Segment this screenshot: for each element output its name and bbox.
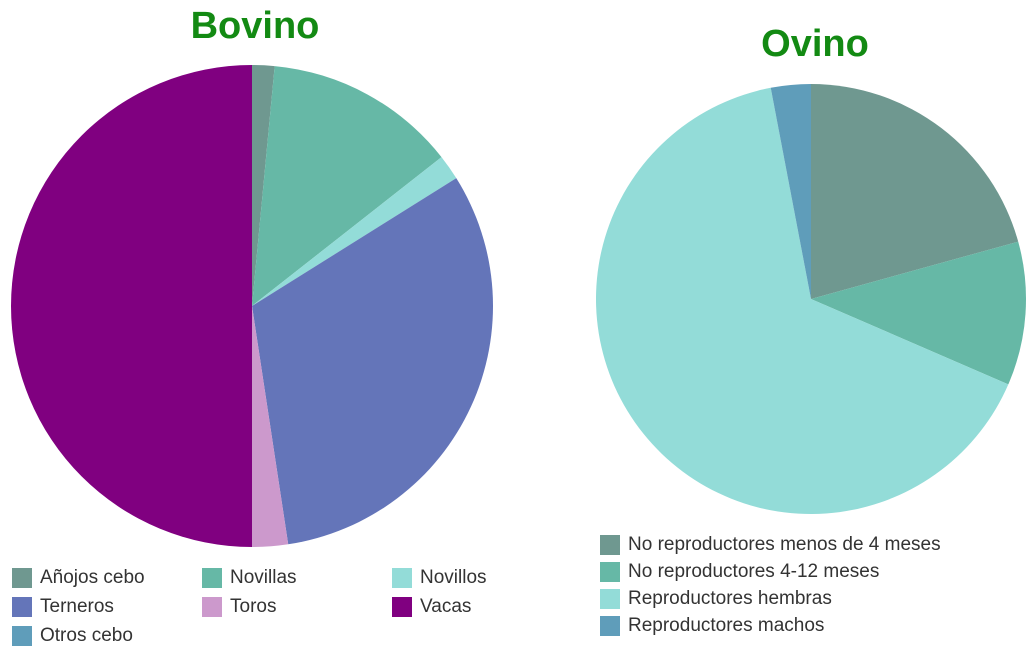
legend-label: Vacas xyxy=(420,596,471,617)
legend-label: Toros xyxy=(230,596,276,617)
pie-slice xyxy=(252,306,289,547)
pie-slice xyxy=(252,157,457,306)
legend-swatch xyxy=(600,589,620,609)
pie-slice xyxy=(11,65,252,547)
chart-title: Ovino xyxy=(761,23,869,65)
legend-label: No reproductores menos de 4 meses xyxy=(628,534,941,555)
legend-label: Reproductores machos xyxy=(628,615,824,636)
legend-label: Otros cebo xyxy=(40,625,133,646)
legend-label: Novillas xyxy=(230,567,297,588)
pie-slice xyxy=(252,66,442,306)
legend-swatch xyxy=(392,597,412,617)
pie-slice xyxy=(252,178,493,545)
legend-swatch xyxy=(202,597,222,617)
legend-label: Añojos cebo xyxy=(40,567,145,588)
legend-swatch xyxy=(600,535,620,555)
legend-swatch xyxy=(12,568,32,588)
pie-slice xyxy=(770,84,811,299)
pie-slice xyxy=(811,241,1026,385)
legend-label: No reproductores 4-12 meses xyxy=(628,561,879,582)
legend-swatch xyxy=(600,562,620,582)
pie-slice xyxy=(252,65,275,306)
pie-slice xyxy=(811,84,1019,299)
legend-swatch xyxy=(600,616,620,636)
legend-swatch xyxy=(12,597,32,617)
legend-label: Novillos xyxy=(420,567,487,588)
legend-label: Reproductores hembras xyxy=(628,588,832,609)
legend-swatch xyxy=(202,568,222,588)
legend-label: Terneros xyxy=(40,596,114,617)
legend-swatch xyxy=(392,568,412,588)
pie-slice xyxy=(596,87,1009,515)
legend-swatch xyxy=(12,626,32,646)
chart-title: Bovino xyxy=(191,5,320,47)
